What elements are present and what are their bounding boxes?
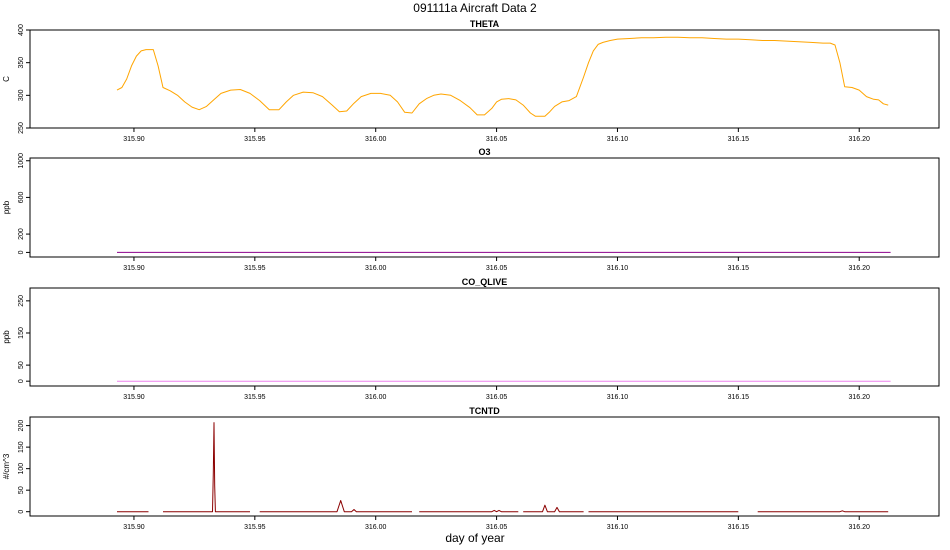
- page-title: 091111a Aircraft Data 2: [413, 1, 537, 15]
- y-axis-label: ppb: [2, 330, 11, 344]
- y-tick-label: 400: [18, 24, 25, 36]
- x-tick-label: 315.90: [123, 394, 145, 401]
- x-tick-label: 315.95: [244, 394, 266, 401]
- x-tick-label: 316.20: [849, 265, 871, 272]
- plot-frame: [29, 416, 940, 517]
- x-axis-label: day of year: [445, 531, 505, 545]
- x-tick-label: 316.00: [365, 394, 387, 401]
- y-tick-label: 600: [18, 191, 25, 203]
- y-tick-label: 250: [18, 295, 25, 307]
- x-tick-label: 315.90: [123, 265, 145, 272]
- panel-o3: O3 ppb 315.90 315.95 316.00 316.05 316.10 316.1…: [2, 147, 940, 272]
- x-tick-label: 316.10: [607, 524, 629, 531]
- y-tick-label: 0: [18, 250, 25, 254]
- x-tick-label: 316.15: [728, 265, 750, 272]
- y-axis-label: ppb: [2, 200, 11, 214]
- y-tick-label: 100: [18, 463, 25, 475]
- y-tick-label: 0: [18, 510, 25, 514]
- y-tick-label: 150: [18, 441, 25, 453]
- series-line: [116, 36, 889, 117]
- y-tick-label: 50: [18, 486, 25, 494]
- y-axis-label: #/cm^3: [2, 453, 11, 479]
- x-tick-label: 316.05: [486, 265, 508, 272]
- y-tick-label: 300: [18, 89, 25, 101]
- panel-tcntd: TCNTD #/cm^3 315.90 315.95 316.00 316.05 316.1…: [2, 406, 940, 531]
- y-tick-label: 200: [18, 228, 25, 240]
- y-tick-label: 1000: [18, 153, 25, 169]
- series-line: [757, 510, 889, 513]
- x-tick-label: 315.95: [244, 524, 266, 531]
- x-tick-label: 316.15: [728, 524, 750, 531]
- x-tick-label: 316.00: [365, 136, 387, 143]
- panel-title: CO_QLIVE: [462, 277, 508, 287]
- y-tick-label: 50: [18, 361, 25, 369]
- plot-frame: [29, 29, 940, 129]
- panel-title: THETA: [470, 19, 500, 29]
- series-line: [163, 422, 250, 513]
- panel-title: TCNTD: [469, 406, 500, 416]
- plot-frame: [29, 157, 940, 258]
- x-tick-label: 316.05: [486, 394, 508, 401]
- x-tick-label: 316.05: [486, 136, 508, 143]
- x-tick-label: 315.95: [244, 136, 266, 143]
- y-tick-label: 250: [18, 122, 25, 134]
- x-tick-label: 316.20: [849, 524, 871, 531]
- x-tick-label: 315.90: [123, 524, 145, 531]
- x-tick-label: 316.05: [486, 524, 508, 531]
- y-axis-label: C: [2, 76, 11, 82]
- series-line: [419, 509, 519, 513]
- x-tick-label: 316.10: [607, 265, 629, 272]
- series-line: [523, 504, 584, 513]
- x-tick-label: 316.20: [849, 136, 871, 143]
- x-tick-label: 316.00: [365, 524, 387, 531]
- y-tick-label: 0: [18, 379, 25, 383]
- x-tick-label: 316.15: [728, 394, 750, 401]
- panel-title: O3: [478, 147, 490, 157]
- y-tick-label: 200: [18, 420, 25, 432]
- x-tick-label: 315.90: [123, 136, 145, 143]
- x-tick-label: 316.10: [607, 136, 629, 143]
- x-tick-label: 316.10: [607, 394, 629, 401]
- x-tick-label: 316.20: [849, 394, 871, 401]
- y-tick-label: 350: [18, 57, 25, 69]
- series-line: [259, 500, 412, 513]
- x-tick-label: 316.00: [365, 265, 387, 272]
- plot-frame: [29, 287, 940, 387]
- y-tick-label: 150: [18, 327, 25, 339]
- x-tick-label: 316.15: [728, 136, 750, 143]
- x-tick-label: 315.95: [244, 265, 266, 272]
- panel-theta: THETA C 315.90 315.95 316.00 316.05 316.10 316.…: [2, 19, 940, 143]
